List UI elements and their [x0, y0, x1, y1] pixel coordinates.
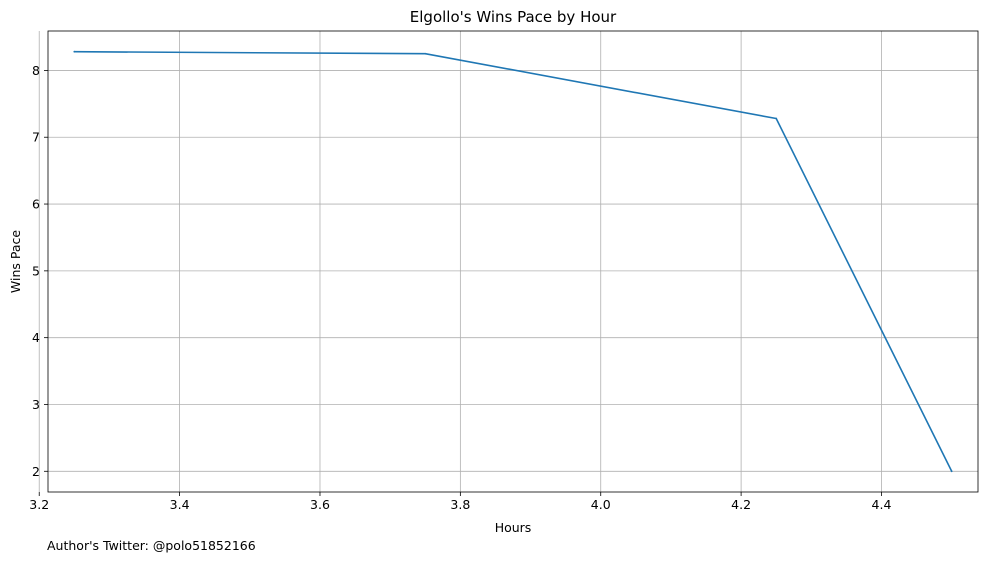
- data-point: [775, 117, 778, 120]
- plot-frame: [47, 30, 979, 493]
- chart-title: Elgollo's Wins Pace by Hour: [410, 8, 617, 26]
- x-axis-label: Hours: [495, 520, 532, 535]
- y-tick-label: 5: [32, 263, 40, 278]
- x-tick-label: 3.6: [310, 497, 330, 512]
- x-tick-label: 4.4: [872, 497, 892, 512]
- data-point: [950, 470, 953, 473]
- x-tick-label: 4.0: [591, 497, 611, 512]
- x-axis: 3.2 3.4 3.6 3.8 4.0 4.2 4.4: [29, 492, 891, 512]
- x-tick-label: 3.8: [450, 497, 470, 512]
- series-line: [74, 50, 953, 472]
- data-point: [73, 50, 76, 53]
- grid: [38, 31, 978, 492]
- x-tick-label: 3.4: [170, 497, 190, 512]
- y-tick-label: 2: [32, 464, 40, 479]
- y-tick-label: 3: [32, 397, 40, 412]
- author-footnote: Author's Twitter: @polo51852166: [47, 538, 256, 553]
- series-layer: [73, 50, 953, 473]
- x-tick-label: 3.2: [29, 497, 49, 512]
- y-tick-label: 6: [32, 197, 40, 212]
- y-tick-label: 4: [32, 330, 40, 345]
- y-axis: 2 3 4 5 6 7 8: [32, 63, 48, 479]
- data-point: [424, 52, 427, 55]
- y-tick-label: 7: [32, 130, 40, 145]
- y-axis-label: Wins Pace: [8, 230, 23, 293]
- y-tick-label: 8: [32, 63, 40, 78]
- x-tick-label: 4.2: [731, 497, 751, 512]
